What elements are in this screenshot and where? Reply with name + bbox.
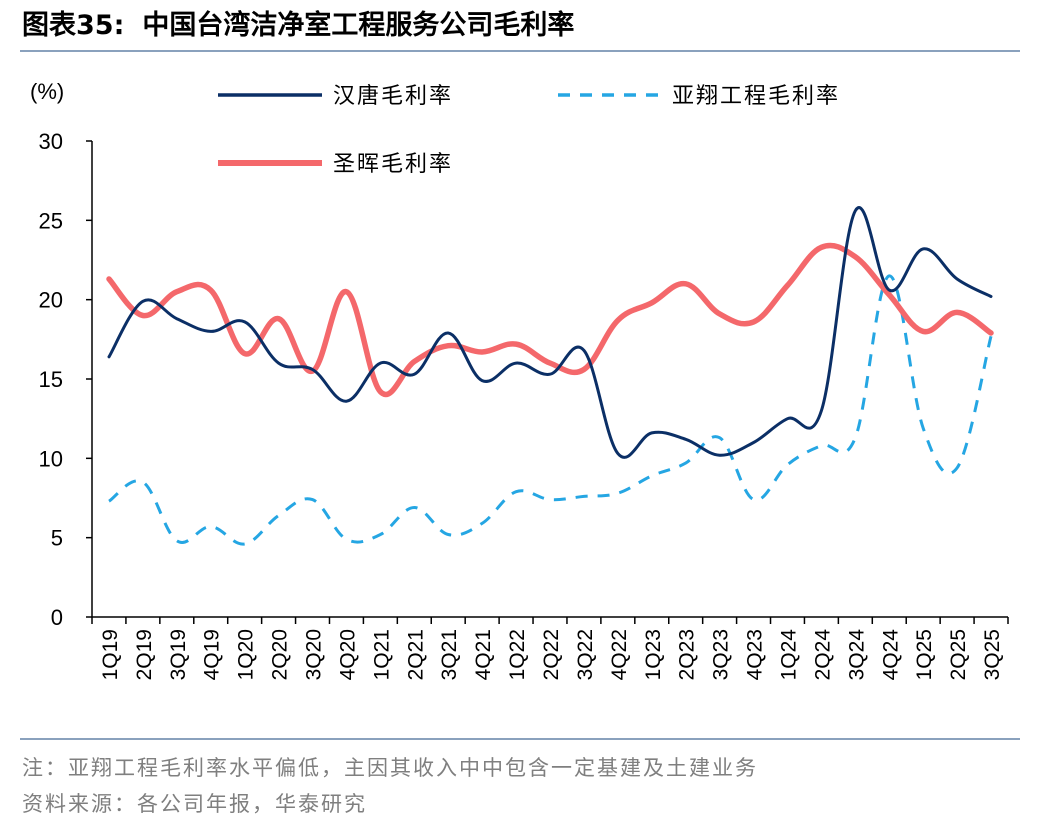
y-tick-label: 30 (39, 129, 63, 154)
series-line-1 (108, 274, 993, 546)
figure-title: 中国台湾洁净室工程服务公司毛利率 (142, 10, 575, 41)
chart-source: 资料来源：各公司年报，华泰研究 (22, 792, 367, 816)
legend-label-1: 亚翔工程毛利率 (672, 84, 840, 109)
x-tick-label: 4Q21 (472, 629, 495, 680)
chart-axes (91, 141, 1008, 618)
x-tick-label: 2Q21 (404, 629, 427, 680)
x-tick-label: 2Q22 (540, 629, 563, 680)
x-tick-label: 2Q25 (947, 629, 970, 680)
series-lines (106, 206, 994, 546)
x-tick-label: 1Q20 (235, 629, 258, 680)
x-tick-label: 3Q24 (845, 629, 868, 681)
x-tick-label: 4Q24 (879, 629, 902, 681)
x-tick-label: 4Q22 (608, 629, 631, 680)
y-axis-unit-label: (%) (30, 79, 64, 104)
legend-label-0: 汉唐毛利率 (333, 84, 453, 109)
chart-title: 图表35: 中国台湾洁净室工程服务公司毛利率 (22, 6, 574, 46)
x-axis-ticks: 1Q19 2Q19 3Q19 4Q19 1Q20 2Q20 3Q20 4Q20 1Q21 2Q21… (91, 617, 1009, 681)
x-tick-label: 1Q23 (642, 629, 665, 680)
y-tick-label: 5 (51, 526, 63, 551)
line-chart: 0 5 10 15 20 25 30 1Q19 2Q19 3Q19 4Q19 1Q20 2Q20 3Q2… (30, 79, 1009, 681)
x-tick-label: 4Q20 (336, 629, 359, 680)
x-tick-label: 1Q19 (99, 629, 122, 680)
legend-label-2: 圣晖毛利率 (333, 152, 453, 177)
top-divider (20, 50, 1020, 52)
x-tick-label: 1Q25 (913, 629, 936, 680)
chart-note: 注：亚翔工程毛利率水平偏低，主因其收入中中包含一定基建及土建业务 (22, 756, 758, 780)
x-tick-label: 2Q19 (133, 629, 156, 680)
x-tick-label: 2Q24 (811, 629, 834, 681)
x-tick-label: 3Q20 (303, 629, 326, 680)
y-tick-label: 10 (39, 446, 63, 471)
x-tick-label: 3Q22 (574, 629, 597, 680)
y-tick-label: 15 (39, 367, 63, 392)
x-tick-label: 1Q24 (777, 629, 800, 681)
y-tick-label: 20 (39, 288, 63, 313)
series-line-0 (107, 206, 993, 459)
figure-number: 图表35: (22, 10, 125, 41)
bottom-divider (20, 738, 1020, 740)
y-tick-label: 0 (51, 605, 63, 630)
x-tick-label: 1Q21 (370, 629, 393, 680)
y-tick-label: 25 (39, 208, 63, 233)
x-tick-label: 4Q23 (744, 629, 767, 680)
x-tick-label: 2Q20 (269, 629, 292, 680)
x-tick-label: 3Q23 (710, 629, 733, 680)
x-tick-label: 3Q21 (438, 629, 461, 680)
x-tick-label: 1Q22 (506, 629, 529, 680)
x-tick-label: 3Q19 (167, 629, 190, 680)
x-tick-label: 2Q23 (676, 629, 699, 680)
series-line-2 (106, 242, 994, 398)
y-axis-ticks: 0 5 10 15 20 25 30 (39, 129, 92, 630)
x-tick-label: 4Q19 (201, 629, 224, 680)
x-tick-label: 3Q25 (981, 629, 1004, 680)
